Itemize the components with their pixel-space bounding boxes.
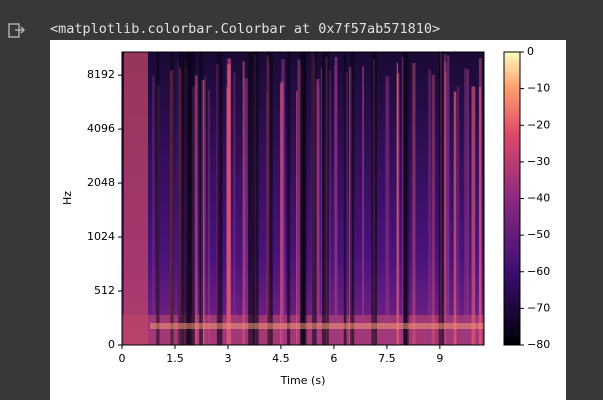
texture-gap <box>267 52 273 345</box>
colorbar-tick-label: −80 <box>527 338 550 351</box>
colorbar <box>503 51 521 346</box>
y-tick-label: 2048 <box>87 176 115 189</box>
texture-gap <box>403 52 409 345</box>
texture-stripe <box>315 79 320 345</box>
colorbar-tick-label: −10 <box>527 82 550 95</box>
colorbar-tick-label: −20 <box>527 118 550 131</box>
spectrogram <box>122 52 484 345</box>
texture-gap <box>300 52 307 345</box>
texture-stripe <box>478 58 482 345</box>
axes-frame <box>121 51 485 346</box>
x-tick-label: 3 <box>224 352 231 365</box>
texture-gap <box>216 52 223 345</box>
x-axis-label: Time (s) <box>280 374 326 387</box>
texture-stripe <box>334 64 336 345</box>
x-tick-label: 7.5 <box>378 352 396 365</box>
colorbar-tick-label: −70 <box>527 301 550 314</box>
texture-gap <box>180 52 185 345</box>
texture-stripe <box>453 91 457 345</box>
texture-gap <box>350 52 355 345</box>
y-tick-label: 8192 <box>87 68 115 81</box>
texture-stripe <box>471 86 476 345</box>
texture-stripe <box>396 73 400 345</box>
texture-stripe <box>296 90 298 345</box>
texture-stripe <box>334 56 338 345</box>
texture-gap <box>248 52 255 345</box>
texture-onset <box>124 52 148 345</box>
texture-stripe <box>233 72 236 345</box>
texture-gap <box>186 52 191 345</box>
texture-gap <box>178 52 182 345</box>
colorbar-tick-label: −40 <box>527 192 550 205</box>
texture-stripe <box>177 59 179 345</box>
colorbar-tick-label: −30 <box>527 155 550 168</box>
texture-stripe <box>467 69 470 345</box>
texture-gap <box>371 52 378 345</box>
texture-stripe <box>456 86 460 345</box>
texture-stripe <box>204 76 206 345</box>
texture-stripe <box>244 78 248 345</box>
texture-stripe <box>428 69 431 345</box>
texture-stripe <box>412 63 416 345</box>
texture-stripe <box>226 87 230 345</box>
colorbar-tick-label: −50 <box>527 228 550 241</box>
texture-gap <box>191 52 195 345</box>
texture-stripe <box>442 54 447 345</box>
texture-gap <box>438 52 445 345</box>
texture-gap <box>322 52 329 345</box>
y-tick-label: 512 <box>94 284 115 297</box>
texture-stripe <box>362 66 365 345</box>
texture-stripe <box>208 89 210 345</box>
texture-gap <box>343 52 347 345</box>
x-tick-label: 6 <box>330 352 337 365</box>
texture-stripe <box>329 70 331 345</box>
y-axis-label: Hz <box>61 191 74 205</box>
texture-stripe <box>281 59 285 345</box>
x-tick-label: 9 <box>436 352 443 365</box>
texture-gap <box>156 52 160 345</box>
y-tick-label: 4096 <box>87 122 115 135</box>
texture-stripe <box>152 75 155 345</box>
texture-stripe <box>320 67 322 345</box>
output-text: <matplotlib.colorbar.Colorbar at 0x7f57a… <box>50 21 440 37</box>
texture-gap <box>199 52 204 345</box>
y-tick-label: 0 <box>108 338 115 351</box>
texture-stripe <box>242 61 245 345</box>
texture-gap <box>287 52 291 345</box>
texture-stripe <box>478 86 482 345</box>
colorbar-tick-label: 0 <box>527 45 534 58</box>
texture-stripe <box>297 59 302 345</box>
texture-stripe <box>194 75 198 345</box>
output-icon[interactable] <box>8 23 25 38</box>
x-tick-label: 0 <box>119 352 126 365</box>
texture-gap <box>311 52 317 345</box>
x-tick-label: 1.5 <box>166 352 184 365</box>
icon-arrow <box>15 26 25 34</box>
y-tick-label: 1024 <box>87 230 115 243</box>
texture-stripe <box>446 55 450 345</box>
texture-stripe <box>464 68 468 345</box>
texture-gap <box>170 52 174 345</box>
texture-stripe <box>431 74 435 345</box>
texture-harmonics <box>150 323 484 329</box>
x-tick-label: 4.5 <box>272 352 290 365</box>
colorbar-tick-label: −60 <box>527 265 550 278</box>
texture-gap <box>252 52 259 345</box>
texture-stripe <box>385 76 390 345</box>
texture-stripe <box>444 61 447 345</box>
